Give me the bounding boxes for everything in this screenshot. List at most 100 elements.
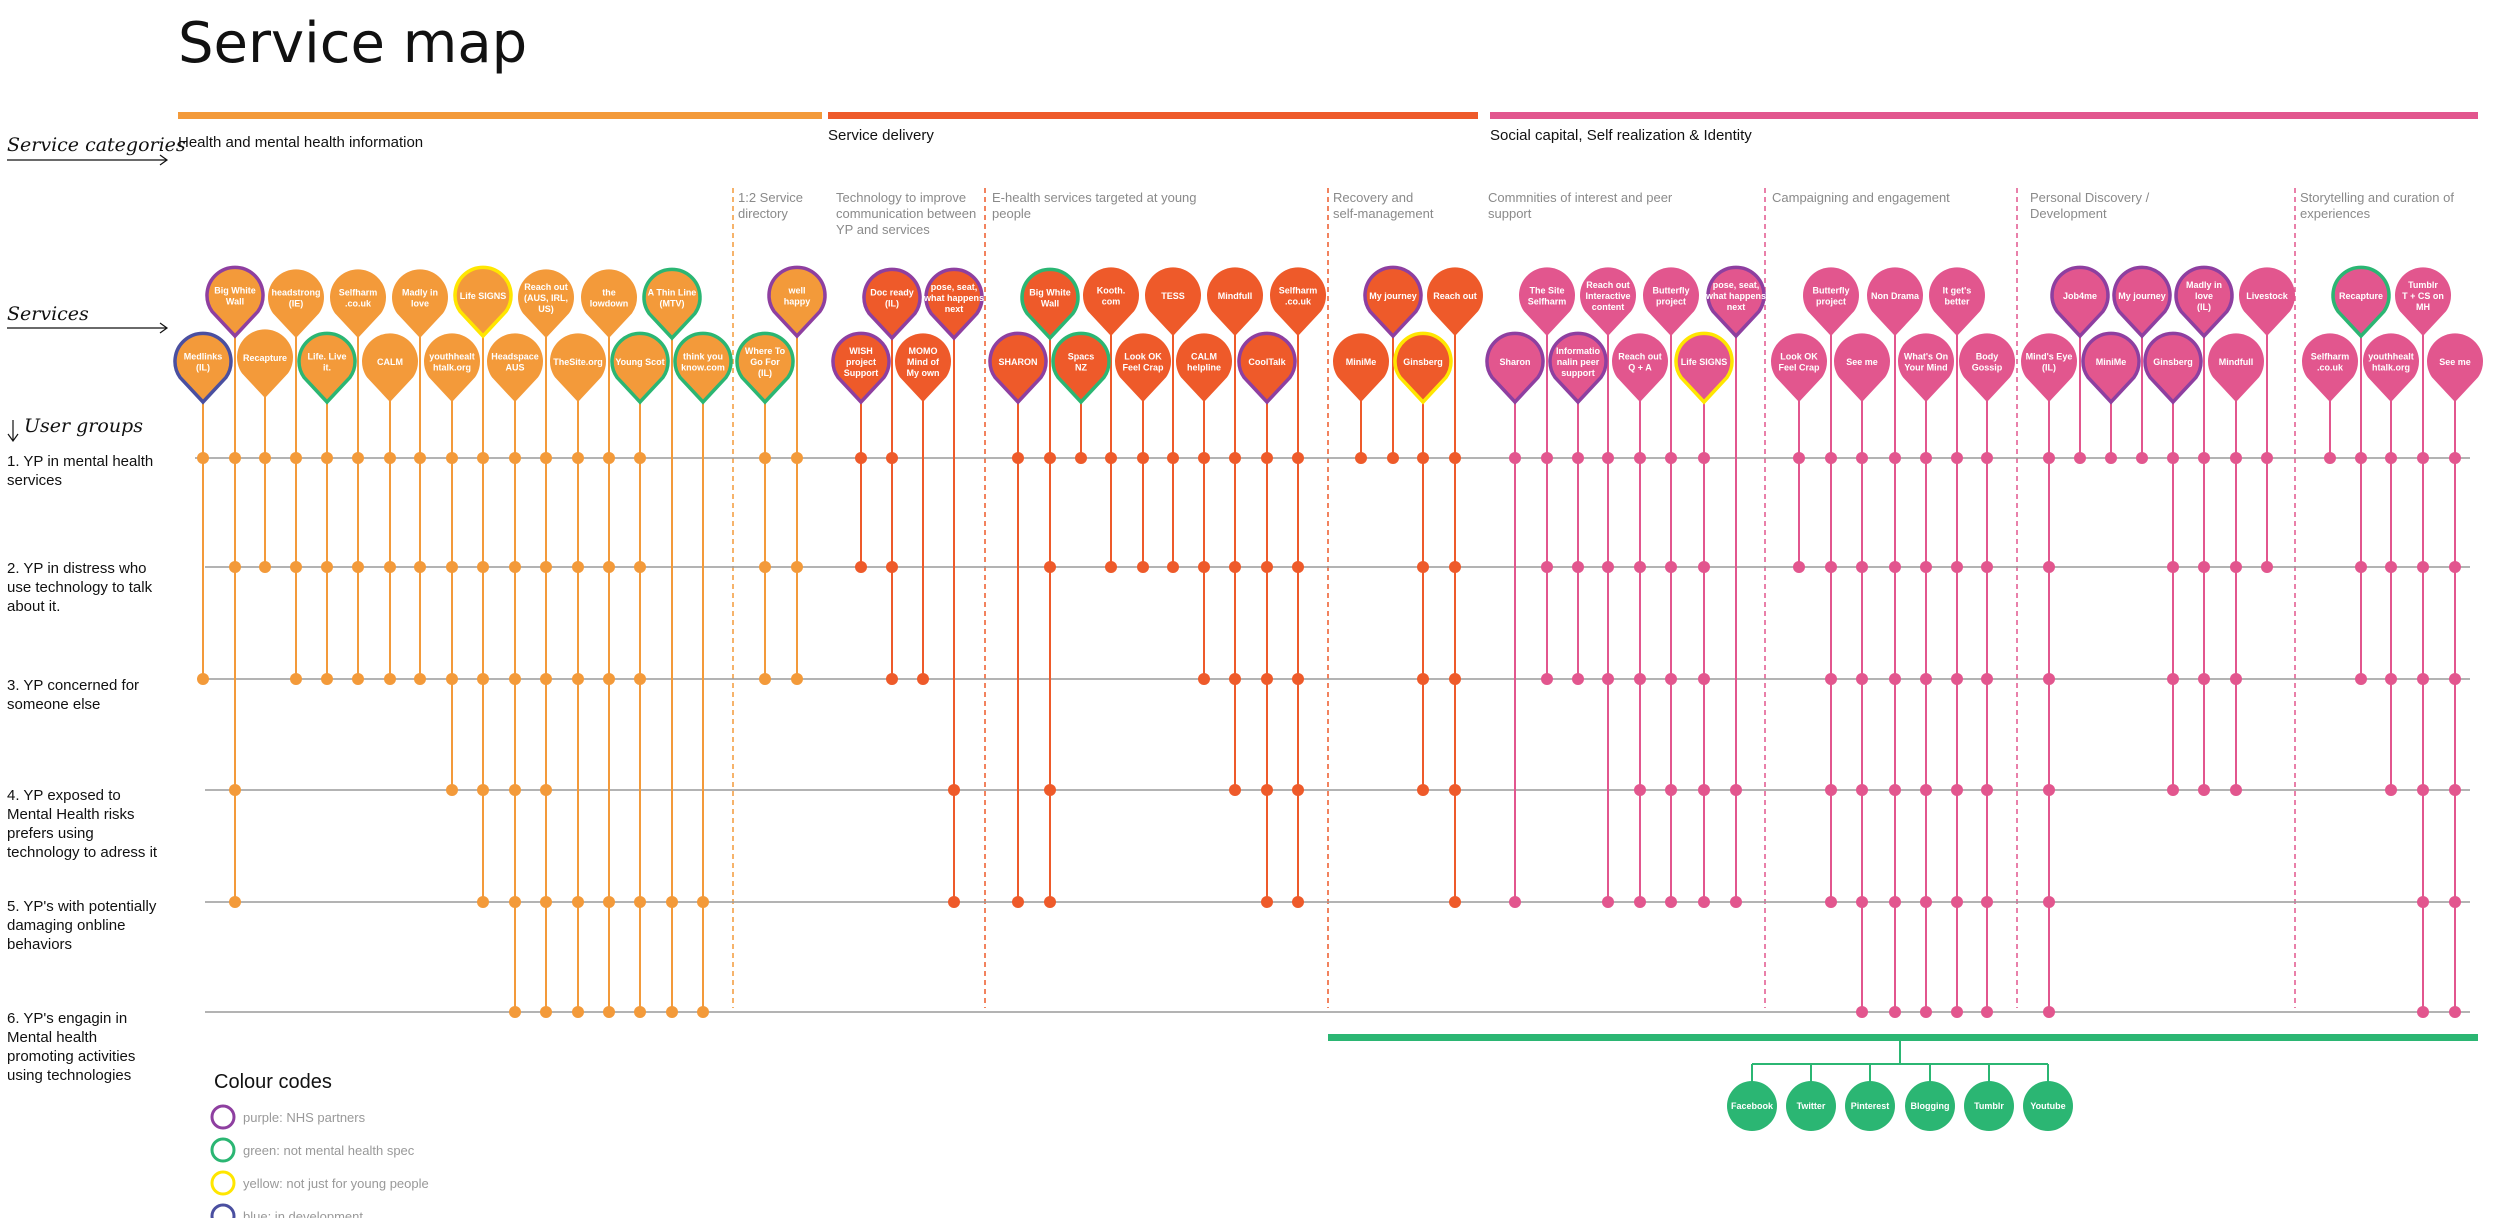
service-pin-label-line: support: [1561, 368, 1595, 378]
service-dot: [2449, 452, 2461, 464]
social-channel-label: Twitter: [1797, 1101, 1826, 1111]
service-dot: [1793, 452, 1805, 464]
service-pin: Spacs NZ: [1051, 331, 1111, 405]
category-band-2: [828, 112, 1478, 119]
service-pin-label-line: See me: [1846, 357, 1878, 367]
service-pin: TheSite.org: [550, 333, 606, 402]
service-pin-label-line: My own: [907, 368, 940, 378]
service-pin: Mindfull: [1207, 267, 1264, 336]
subcategory-line: self-management: [1333, 206, 1434, 221]
service-dot: [1730, 784, 1742, 796]
service-pin-label-line: AUS: [505, 363, 524, 373]
service-pin-label-line: MH: [2416, 302, 2430, 312]
service-pin-marker: [2395, 267, 2452, 336]
service-dot: [1856, 673, 1868, 685]
service-pin-label: Job4me: [2063, 291, 2097, 301]
service-dot: [1634, 452, 1646, 464]
service-dot: [2417, 1006, 2429, 1018]
service-pin-label: My journey: [1369, 291, 1417, 301]
service-dot: [2043, 784, 2055, 796]
service-dot: [1825, 673, 1837, 685]
service-dot: [2043, 1006, 2055, 1018]
subcategory-labels: 1:2 Service directory Technology to improv…: [738, 190, 2454, 237]
service-dot: [321, 452, 333, 464]
service-pin-marker: [424, 333, 481, 402]
social-channel-pinterest: [1845, 1081, 1895, 1131]
service-pin-label-line: Ginsberg: [2153, 357, 2193, 367]
service-pin-label-line: Selfharm: [1279, 286, 1318, 296]
service-dot: [1698, 561, 1710, 573]
service-dot: [446, 561, 458, 573]
service-pin-label-line: Doc ready: [870, 288, 914, 298]
service-pin-marker: [518, 269, 574, 338]
service-dot: [477, 784, 489, 796]
service-pin-label: Body Gossip: [1972, 352, 2003, 373]
service-dot: [1105, 452, 1117, 464]
service-dot: [572, 673, 584, 685]
service-pin-label: The Site Selfharm: [1528, 286, 1567, 307]
service-pin-label-line: Ginsberg: [1403, 357, 1443, 367]
service-dot: [1417, 673, 1429, 685]
service-dot: [603, 452, 615, 464]
service-dot: [1665, 673, 1677, 685]
service-pin-label: WISH project Support: [844, 346, 879, 378]
service-pin-label: Big White Wall: [1029, 288, 1071, 309]
service-dot: [446, 452, 458, 464]
service-pin-label-line: the: [602, 288, 616, 298]
service-pin-marker: [767, 265, 827, 339]
service-dot: [2385, 784, 2397, 796]
service-dot: [886, 561, 898, 573]
service-pin-label: well happy: [784, 286, 811, 307]
user-group-label-1-line: services: [7, 472, 62, 489]
service-dot: [1920, 1006, 1932, 1018]
service-pin-marker: [236, 329, 293, 398]
service-dot: [229, 896, 241, 908]
service-pin-label-line: CALM: [377, 357, 403, 367]
service-pin-label-line: Reach out: [524, 282, 568, 292]
service-pin-marker: [1393, 331, 1453, 405]
service-pin: A Thin Line (MTV): [642, 267, 702, 341]
service-dot: [1951, 561, 1963, 573]
service-pin-label-line: (MTV): [660, 299, 685, 309]
service-dot: [1698, 896, 1710, 908]
service-pin-label-line: Selfharm: [1528, 297, 1567, 307]
service-pin-label: Tumblr T + CS on MH: [2402, 280, 2444, 312]
subcategory-label-6: Campaigning and engagement: [1772, 190, 1950, 205]
service-dot: [1602, 561, 1614, 573]
service-dot: [540, 1006, 552, 1018]
service-dot: [1012, 452, 1024, 464]
user-group-label-1-line: 1. YP in mental health: [7, 453, 153, 470]
service-pin-marker: [1083, 267, 1139, 336]
service-pin-label-line: happy: [784, 297, 811, 307]
user-group-label-6-line: 6. YP's engagin in: [7, 1010, 127, 1027]
service-dot: [1920, 896, 1932, 908]
service-pin: think you know.com: [673, 331, 733, 405]
service-pin: Non Drama: [1867, 267, 1923, 336]
service-pin-label-line: Life SIGNS: [1681, 357, 1728, 367]
service-dot: [1449, 561, 1461, 573]
service-pin-label-line: Mindfull: [1218, 291, 1253, 301]
service-pin-label: See me: [1846, 357, 1878, 367]
service-dot: [1012, 896, 1024, 908]
service-dot: [321, 561, 333, 573]
service-dot: [1981, 561, 1993, 573]
service-dot: [2167, 452, 2179, 464]
category-band-3: [1490, 112, 2478, 119]
service-pin-label: Life. Live it.: [307, 352, 346, 373]
user-group-label-4: 4. YP exposed to Mental Health risks prefe…: [7, 787, 158, 861]
service-pin: Ginsberg: [1393, 331, 1453, 405]
service-dot: [1292, 673, 1304, 685]
service-dot: [290, 673, 302, 685]
user-group-labels: 1. YP in mental health services 2. YP in d…: [7, 453, 158, 1084]
service-pin-label: think you know.com: [681, 352, 725, 373]
service-pin-label: Look OK Feel Crap: [1122, 352, 1164, 373]
service-pin-marker: [205, 265, 265, 339]
service-dot: [1509, 896, 1521, 908]
service-pin-label-line: (IL): [758, 368, 772, 378]
subcategory-line: Development: [2030, 206, 2107, 221]
service-stems: [197, 334, 2461, 1018]
service-dot: [1889, 784, 1901, 796]
service-pin: MiniMe: [1333, 333, 1390, 402]
service-dot: [2385, 673, 2397, 685]
service-pin-marker: [673, 331, 733, 405]
